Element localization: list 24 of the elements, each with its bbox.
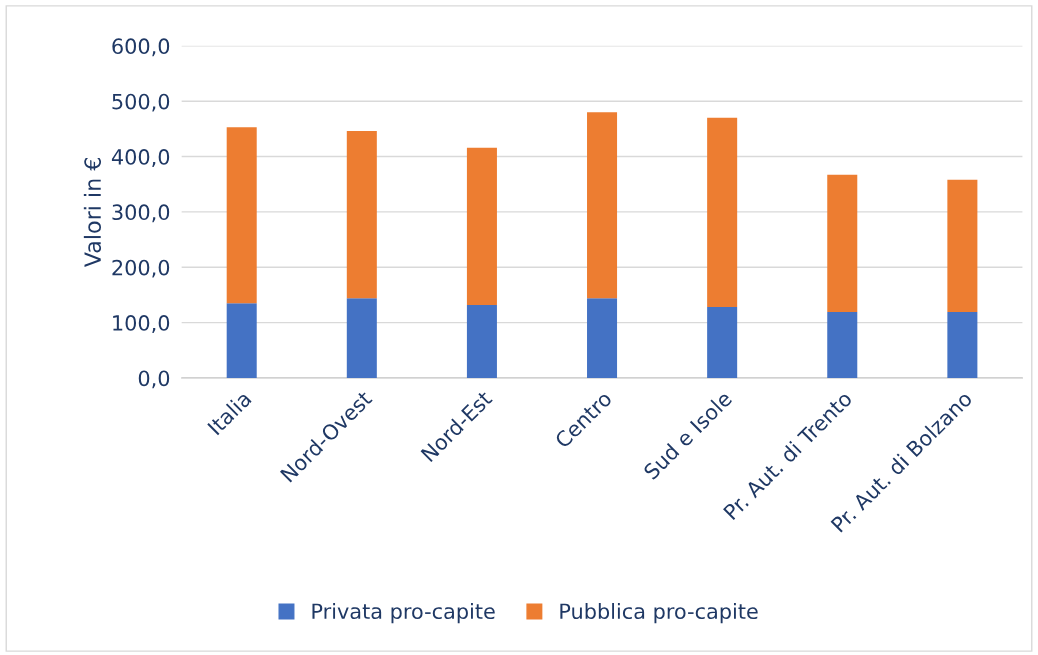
- bar: [947, 312, 978, 378]
- bar: [827, 312, 858, 378]
- y-tick-label: 200,0: [112, 259, 170, 278]
- bar: [226, 127, 257, 304]
- bar: [466, 147, 497, 305]
- bar: [346, 131, 377, 299]
- bar: [947, 179, 978, 313]
- legend-label: Pubblica pro-capite: [560, 602, 758, 624]
- bar: [587, 298, 618, 378]
- bar: [587, 112, 618, 299]
- bar: [466, 304, 497, 378]
- y-tick-label: 400,0: [111, 149, 170, 167]
- bar: [827, 174, 858, 313]
- y-tick-label: 600,0: [112, 38, 170, 57]
- y-axis-title: Valori in €: [83, 158, 102, 268]
- y-tick-label: 100,0: [113, 315, 170, 333]
- legend-label: Privata pro-capite: [312, 602, 495, 624]
- y-tick-label: 0,0: [138, 370, 170, 389]
- bar: [346, 298, 377, 378]
- y-tick-label: 300,0: [112, 204, 170, 223]
- bar: [226, 303, 257, 378]
- bar: [707, 117, 738, 308]
- y-tick-label: 500,0: [112, 93, 170, 112]
- bar: [707, 307, 738, 378]
